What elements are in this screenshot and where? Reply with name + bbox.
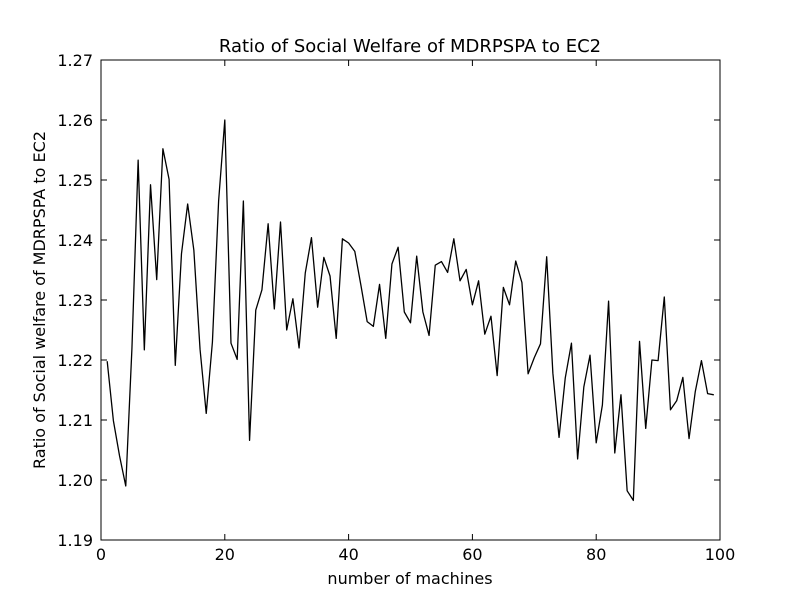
y-tick-label: 1.19 [57, 531, 93, 550]
x-tick-label: 80 [586, 545, 606, 564]
x-tick-label: 60 [462, 545, 482, 564]
y-tick-label: 1.21 [57, 411, 93, 430]
series-line-0 [106, 119, 714, 502]
plot-area [100, 59, 721, 541]
y-tick-label: 1.23 [57, 291, 93, 310]
x-tick-label: 0 [96, 545, 106, 564]
chart-title: Ratio of Social Welfare of MDRPSPA to EC… [219, 36, 601, 57]
y-axis: 1.19 1.20 1.21 1.22 1.23 1.24 1.25 1.26 1.27 [57, 51, 720, 550]
y-tick-label: 1.27 [57, 51, 93, 70]
y-tick-label: 1.25 [57, 171, 93, 190]
y-tick-label: 1.24 [57, 231, 93, 250]
x-axis: 0 20 40 60 80 100 [96, 60, 735, 564]
y-tick-label: 1.26 [57, 111, 93, 130]
x-tick-label: 100 [705, 545, 736, 564]
y-tick-label: 1.20 [57, 471, 93, 490]
y-tick-label: 1.22 [57, 351, 93, 370]
y-axis-label: Ratio of Social welfare of MDRPSPA to EC… [30, 131, 49, 469]
x-tick-label: 20 [215, 545, 235, 564]
x-axis-label: number of machines [327, 569, 492, 588]
x-tick-label: 40 [338, 545, 358, 564]
axes-frame [100, 59, 721, 541]
